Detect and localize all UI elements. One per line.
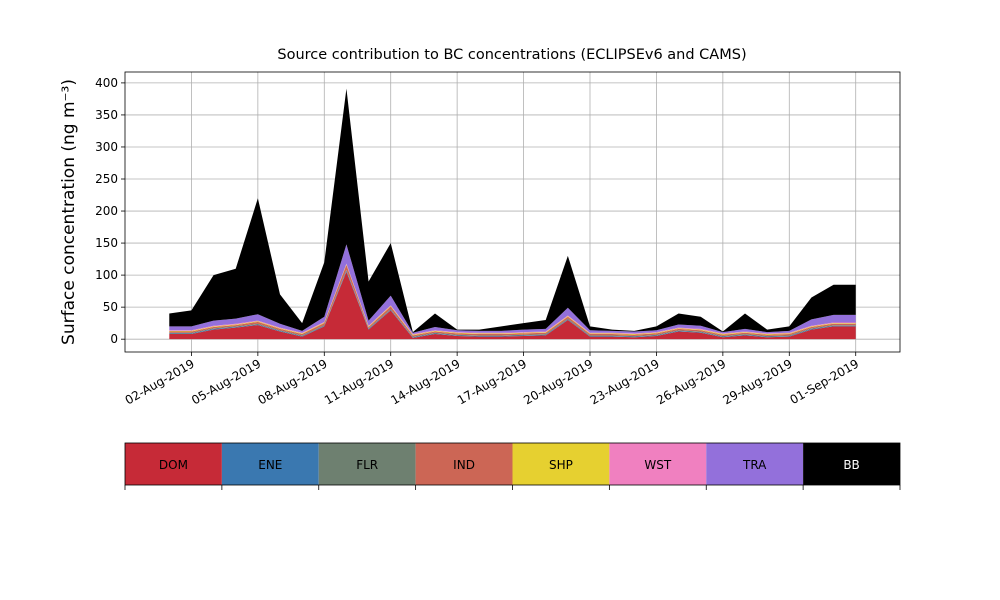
legend-label: SHP [549,458,573,472]
legend-frame [124,442,901,486]
grid [125,72,900,352]
x-tick-label: 05-Aug-2019 [189,356,263,407]
legend-swatch [706,443,804,485]
plot-frame [124,71,901,353]
x-tick-label: 08-Aug-2019 [256,356,330,407]
x-tick-label: 14-Aug-2019 [388,356,462,407]
area [169,88,856,333]
y-tick-label: 50 [103,300,118,314]
y-tick-label: 300 [95,140,118,154]
legend-label: BB [843,458,859,472]
y-tick-label: 150 [95,236,118,250]
areas [169,88,856,340]
x-tick-label: 11-Aug-2019 [322,356,396,407]
y-tick-label: 350 [95,108,118,122]
legend-label: ENE [258,458,282,472]
y-tick-label: 0 [110,332,118,346]
legend-swatch [512,443,610,485]
chart-title: Source contribution to BC concentrations… [277,47,746,63]
x-tick-label: 02-Aug-2019 [123,356,197,407]
x-tick-label: 29-Aug-2019 [721,356,795,407]
legend-label: TRA [742,458,767,472]
legend-swatch [415,443,513,485]
x-tick-label: 17-Aug-2019 [455,356,529,407]
y-tick-label: 200 [95,204,118,218]
y-tick-label: 400 [95,76,118,90]
y-tick-label: 100 [95,268,118,282]
legend-swatch [125,443,222,485]
y-tick-label: 250 [95,172,118,186]
legend-swatch [221,443,319,485]
area [169,271,856,340]
x-tick-label: 26-Aug-2019 [654,356,728,407]
x-tick-label: 23-Aug-2019 [588,356,662,407]
y-axis-label: Surface concentration (ng m⁻³) [59,79,79,345]
x-tick-label: 20-Aug-2019 [521,356,595,407]
legend-label: DOM [159,458,188,472]
legend-label: FLR [356,458,378,472]
legend-swatch [318,443,416,485]
x-tick-label: 01-Sep-2019 [787,356,861,407]
area [169,244,856,335]
legend-label: WST [644,458,671,472]
area [169,264,856,337]
legend-label: IND [453,458,475,472]
legend-swatch [609,443,707,485]
legend-swatch [803,443,900,485]
